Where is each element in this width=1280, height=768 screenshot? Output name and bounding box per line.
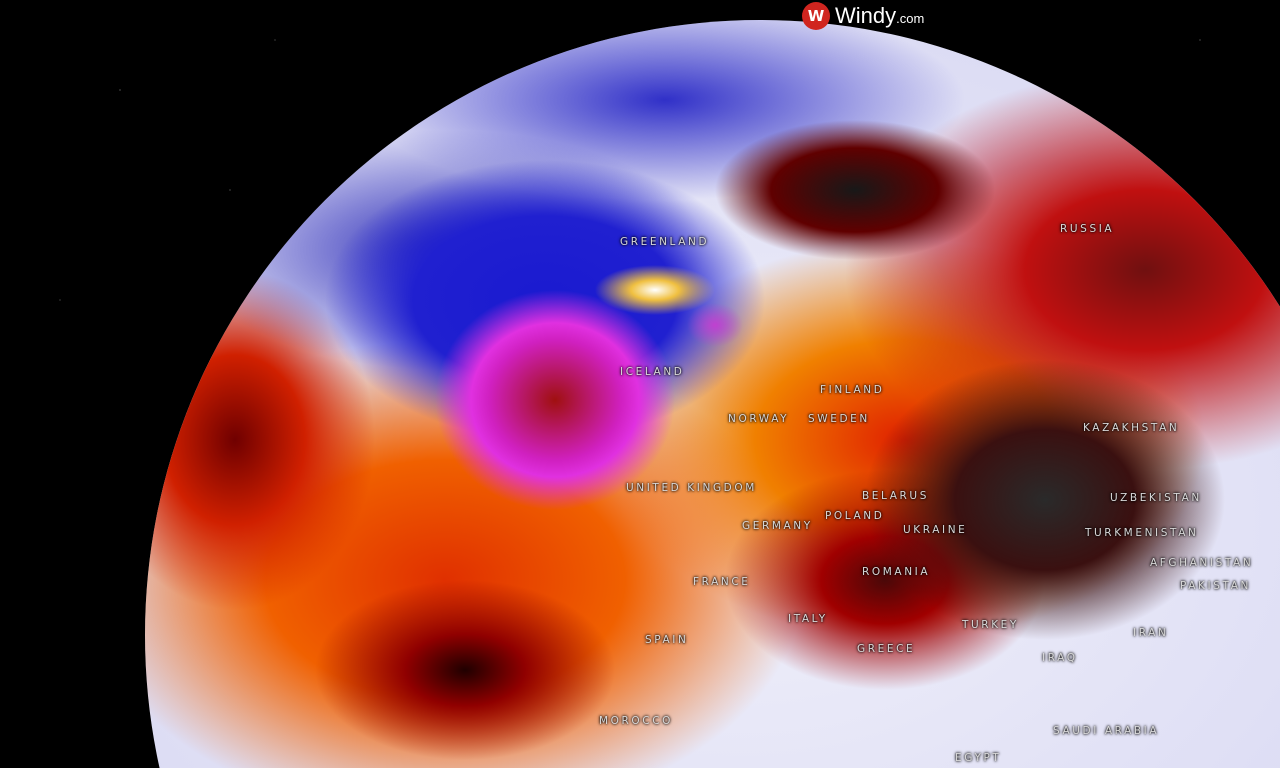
map-label: TURKEY (962, 619, 1019, 631)
map-label: TURKMENISTAN (1085, 527, 1199, 539)
map-label: PAKISTAN (1180, 580, 1251, 592)
map-label: GREECE (857, 643, 916, 655)
map-label: EGYPT (955, 752, 1002, 764)
map-label: IRAQ (1042, 652, 1078, 664)
map-label: SPAIN (645, 634, 689, 646)
map-label: BELARUS (862, 490, 929, 502)
windy-logo-text: Windy.com (835, 3, 925, 28)
map-label: ITALY (788, 613, 828, 625)
map-label: FRANCE (693, 576, 751, 588)
map-label: IRAN (1133, 627, 1169, 639)
map-label: NORWAY (728, 413, 790, 425)
windy-logo-icon: W (802, 2, 830, 30)
map-label: ICELAND (620, 366, 685, 378)
map-label: SAUDI ARABIA (1053, 725, 1160, 737)
map-label: FINLAND (820, 384, 885, 396)
map-label: GERMANY (742, 520, 813, 532)
map-label: AFGHANISTAN (1150, 557, 1254, 569)
map-label: ROMANIA (862, 566, 931, 578)
map-label: UNITED KINGDOM (626, 482, 757, 494)
map-label: KAZAKHSTAN (1083, 422, 1180, 434)
windy-logo[interactable]: W Windy.com (802, 2, 924, 30)
map-label: MOROCCO (599, 715, 674, 727)
map-label: POLAND (825, 510, 885, 522)
map-label: SWEDEN (808, 413, 870, 425)
map-label: UZBEKISTAN (1110, 492, 1202, 504)
map-label: GREENLAND (620, 236, 710, 248)
map-label: UKRAINE (903, 524, 968, 536)
map-label: RUSSIA (1060, 223, 1115, 235)
